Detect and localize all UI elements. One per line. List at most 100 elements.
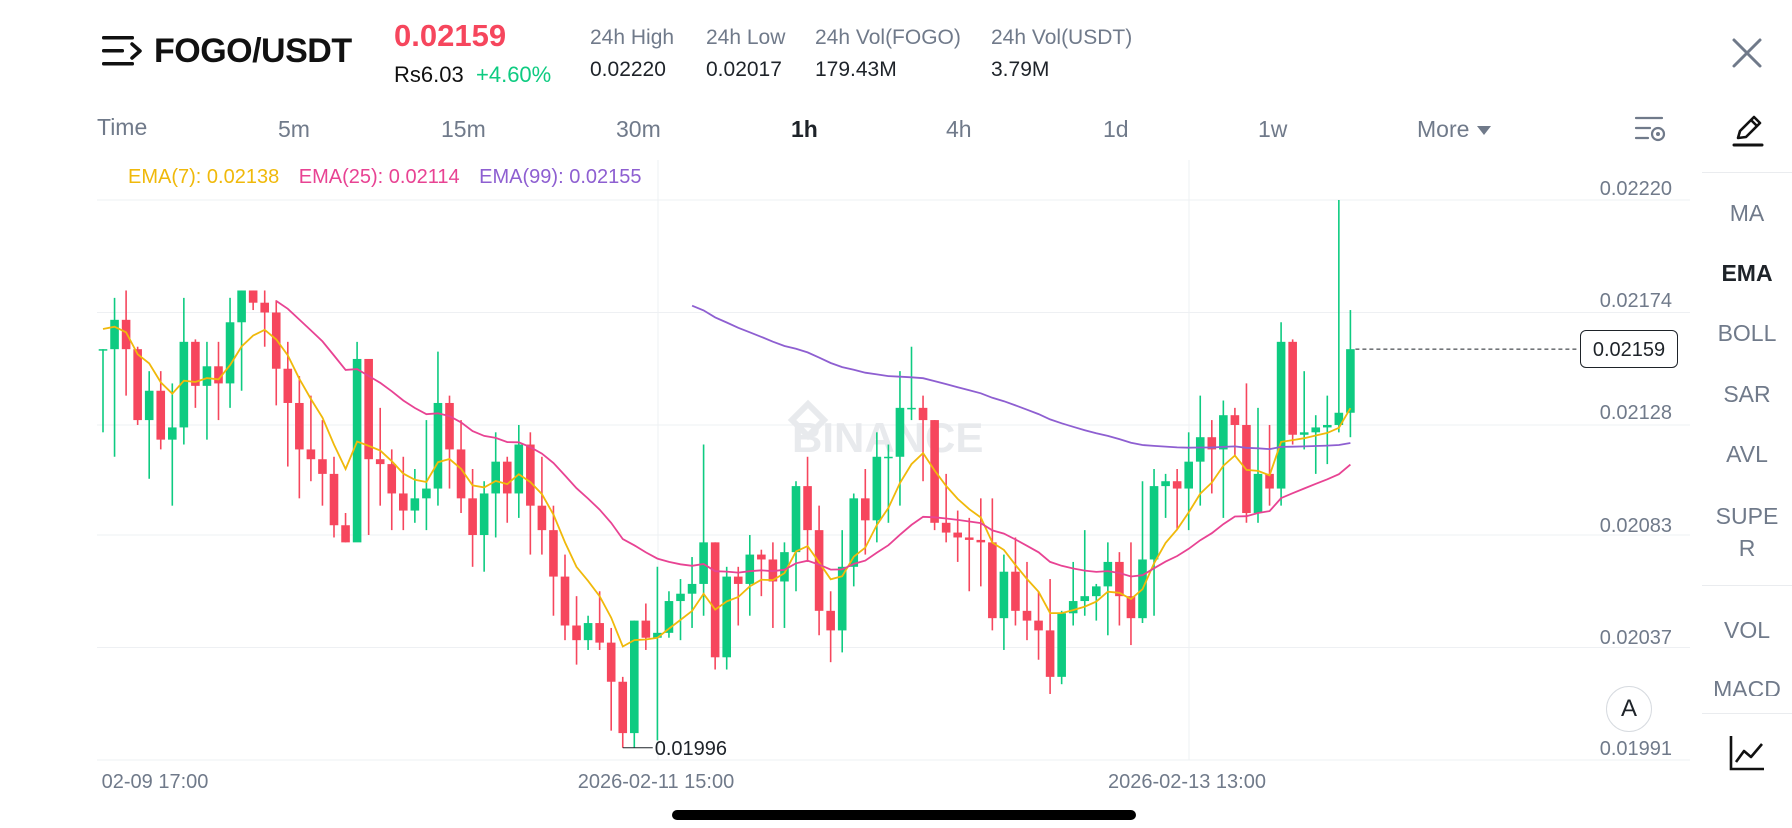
- price-chart[interactable]: BINANCE 0.022200.021740.021280.020830.02…: [0, 150, 1700, 790]
- stat-low-label: 24h Low: [706, 26, 786, 49]
- candle-body: [98, 349, 108, 351]
- candle-body: [849, 498, 859, 567]
- tab-time[interactable]: Time: [97, 114, 148, 140]
- pair-title[interactable]: FOGO/USDT: [154, 32, 352, 70]
- price-change: +4.60%: [476, 62, 552, 87]
- candle-body: [168, 427, 177, 440]
- tab-5m[interactable]: 5m: [278, 116, 310, 142]
- candle-body: [1195, 437, 1205, 462]
- candle-body: [329, 473, 339, 526]
- stat-high-value: 0.02220: [590, 58, 666, 81]
- candle-body: [884, 456, 893, 459]
- low-price-label: 0.01996: [655, 738, 727, 760]
- candle-body: [133, 349, 142, 421]
- candle-body: [1311, 427, 1321, 433]
- tab-15m[interactable]: 15m: [441, 116, 486, 142]
- candle-body: [537, 505, 547, 531]
- stat-vol-quote-label: 24h Vol(USDT): [991, 26, 1133, 49]
- candle-body: [1207, 437, 1217, 450]
- candle-body: [1126, 596, 1136, 619]
- candle-body: [618, 681, 628, 734]
- candle-body: [803, 486, 812, 531]
- ema25-line: [275, 300, 1351, 578]
- candle-body: [1034, 620, 1043, 631]
- candle-body: [1346, 349, 1355, 413]
- candle-body: [1323, 424, 1332, 428]
- close-icon[interactable]: [1730, 36, 1764, 70]
- candle-body: [214, 366, 223, 384]
- candle-body: [1057, 613, 1066, 677]
- candle-body: [918, 407, 928, 421]
- tab-4h[interactable]: 4h: [946, 116, 972, 142]
- draw-pencil-icon[interactable]: [1730, 112, 1766, 148]
- indicator-boll[interactable]: BOLL: [1717, 320, 1777, 346]
- y-axis-tick-label: 0.02128: [1600, 402, 1672, 424]
- tab-1w[interactable]: 1w: [1258, 116, 1288, 142]
- candle-body: [1334, 412, 1344, 425]
- candle-body: [364, 358, 373, 460]
- indicator-ma[interactable]: MA: [1729, 200, 1765, 226]
- candle-body: [387, 464, 397, 494]
- menu-icon[interactable]: [102, 34, 142, 68]
- candle-body: [1161, 481, 1170, 487]
- candle-body: [826, 610, 835, 631]
- candle-body: [491, 461, 500, 494]
- indicator-avl[interactable]: AVL: [1726, 441, 1768, 467]
- caret-down-icon: [1477, 126, 1492, 136]
- candle-body: [757, 554, 766, 560]
- indicator-sar[interactable]: SAR: [1723, 381, 1771, 407]
- sidebar-divider: [1702, 713, 1792, 714]
- candle-body: [1092, 586, 1101, 597]
- candle-body: [572, 625, 581, 641]
- candle-body: [1184, 461, 1193, 489]
- candle-body: [1265, 473, 1274, 489]
- candle-body: [1045, 630, 1055, 677]
- indicator-macd[interactable]: MACD: [1713, 676, 1781, 696]
- indicator-super[interactable]: SUPE R: [1715, 503, 1779, 561]
- y-axis-tick-label: 0.02037: [1600, 627, 1672, 649]
- candle-body: [895, 407, 905, 457]
- candle-body: [1068, 601, 1078, 614]
- stat-vol-quote-value: 3.79M: [991, 58, 1050, 81]
- candle-body: [1149, 486, 1159, 560]
- candle-body: [653, 632, 662, 638]
- candle-body: [583, 623, 593, 641]
- candle-body: [964, 537, 974, 540]
- candle-body: [121, 319, 131, 350]
- candle-body: [456, 449, 466, 499]
- indicator-vol[interactable]: VOL: [1723, 617, 1771, 643]
- candle-body: [907, 407, 916, 410]
- auto-scale-button[interactable]: A: [1606, 686, 1652, 732]
- candle-body: [780, 552, 789, 582]
- candle-body: [872, 456, 882, 521]
- y-axis-tick-label: 0.01991: [1600, 738, 1672, 760]
- candle-body: [526, 444, 535, 506]
- more-dropdown[interactable]: More: [1417, 116, 1492, 143]
- candle-body: [433, 402, 443, 489]
- candle-body: [191, 341, 200, 386]
- candle-body: [237, 290, 246, 323]
- candle-body: [641, 620, 651, 638]
- stat-high-label: 24h High: [590, 26, 675, 49]
- tab-30m[interactable]: 30m: [616, 116, 661, 142]
- ema-legend: EMA(7): 0.02138 EMA(25): 0.02114 EMA(99)…: [128, 166, 656, 189]
- chart-type-icon[interactable]: [1728, 734, 1766, 772]
- price-inr: Rs6.03: [394, 62, 464, 87]
- sidebar-divider: [1702, 172, 1792, 173]
- candle-body: [295, 402, 304, 450]
- candle-body: [445, 402, 454, 450]
- home-indicator: [672, 810, 1136, 820]
- candle-body: [595, 623, 604, 643]
- ema7-line: [102, 325, 1352, 648]
- candle-body: [710, 542, 720, 658]
- candle-body: [1253, 473, 1263, 514]
- tab-1d[interactable]: 1d: [1103, 116, 1129, 142]
- chart-settings-icon[interactable]: [1634, 114, 1666, 144]
- candle-body: [560, 576, 570, 626]
- more-label: More: [1417, 116, 1470, 142]
- candle-body: [814, 530, 824, 611]
- candle-body: [144, 390, 154, 421]
- indicator-ema[interactable]: EMA: [1721, 260, 1773, 286]
- last-price: 0.02159: [394, 18, 507, 53]
- tab-1h[interactable]: 1h: [791, 116, 818, 142]
